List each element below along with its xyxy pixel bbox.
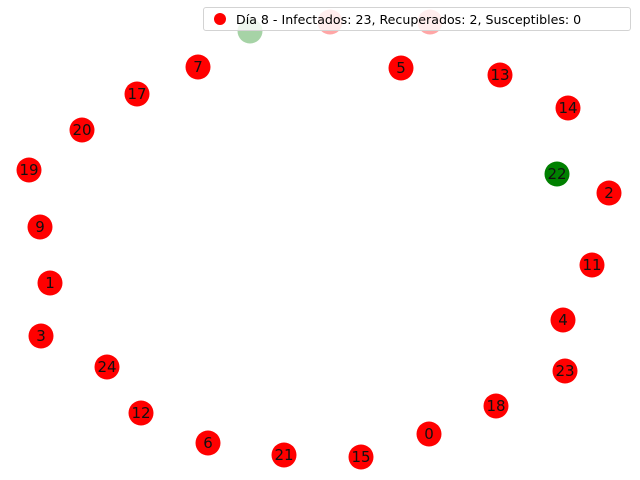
graph-node: 22 — [544, 161, 570, 187]
graph-node: 14 — [555, 95, 581, 121]
graph-node-circle — [37, 270, 63, 296]
graph-node-label: 12 — [131, 404, 150, 422]
graph-node: 19 — [16, 157, 42, 183]
graph-node-label: 24 — [97, 358, 116, 376]
graph-node-circle — [128, 400, 154, 426]
graph-node-label: 18 — [486, 397, 505, 415]
graph-node-circle — [94, 354, 120, 380]
graph-node-circle — [544, 161, 570, 187]
graph-node-circle — [555, 95, 581, 121]
graph-node: 2 — [596, 180, 622, 206]
graph-node-label: 3 — [36, 327, 46, 345]
legend-text: Día 8 - Infectados: 23, Recuperados: 2, … — [236, 11, 582, 27]
graph-node-label: 7 — [193, 58, 203, 76]
graph-node-label: 22 — [547, 165, 566, 183]
graph-node: 20 — [69, 117, 95, 143]
graph-node: 18 — [483, 393, 509, 419]
graph-node: 24 — [94, 354, 120, 380]
graph-node: 1 — [37, 270, 63, 296]
graph-node: 7 — [185, 54, 211, 80]
graph-node: 12 — [128, 400, 154, 426]
graph-node: 13 — [487, 62, 513, 88]
graph-node-label: 15 — [351, 448, 370, 466]
graph-node-label: 20 — [72, 121, 91, 139]
graph-node-label: 2 — [604, 184, 614, 202]
graph-node: 5 — [388, 55, 414, 81]
graph-node-circle — [185, 54, 211, 80]
graph-node-circle — [124, 81, 150, 107]
graph-node-circle — [483, 393, 509, 419]
graph-node-circle — [271, 442, 297, 468]
graph-node-label: 23 — [555, 362, 574, 380]
graph-node: 6 — [195, 430, 221, 456]
graph-node: 11 — [579, 252, 605, 278]
graph-node: 15 — [348, 444, 374, 470]
graph-node: 4 — [550, 307, 576, 333]
graph-node-circle — [596, 180, 622, 206]
graph-node-label: 5 — [396, 59, 406, 77]
graph-node-circle — [348, 444, 374, 470]
graph-node-label: 14 — [558, 99, 577, 117]
graph-node: 9 — [27, 214, 53, 240]
graph-node-circle — [487, 62, 513, 88]
graph-node-label: 0 — [424, 425, 434, 443]
graph-node-circle — [16, 157, 42, 183]
graph-node-label: 4 — [558, 311, 568, 329]
legend-marker-icon — [214, 13, 226, 25]
graph-node-label: 6 — [203, 434, 213, 452]
graph-node-label: 19 — [19, 161, 38, 179]
graph-node: 21 — [271, 442, 297, 468]
graph-node-label: 17 — [127, 85, 146, 103]
graph-node-circle — [388, 55, 414, 81]
graph-node-circle — [195, 430, 221, 456]
graph-node: 17 — [124, 81, 150, 107]
graph-node: 3 — [28, 323, 54, 349]
graph-node-label: 11 — [582, 256, 601, 274]
graph-node-label: 13 — [490, 66, 509, 84]
graph-node: 23 — [552, 358, 578, 384]
graph-node-label: 1 — [45, 274, 55, 292]
graph-node-circle — [416, 421, 442, 447]
graph-node-label: 9 — [35, 218, 45, 236]
graph-node-circle — [69, 117, 95, 143]
graph-node: 0 — [416, 421, 442, 447]
graph-node-circle — [28, 323, 54, 349]
graph-node-label: 21 — [274, 446, 293, 464]
graph-node-circle — [27, 214, 53, 240]
legend: Día 8 - Infectados: 23, Recuperados: 2, … — [203, 7, 631, 31]
graph-node-circle — [579, 252, 605, 278]
graph-node-circle — [550, 307, 576, 333]
graph-node-circle — [552, 358, 578, 384]
